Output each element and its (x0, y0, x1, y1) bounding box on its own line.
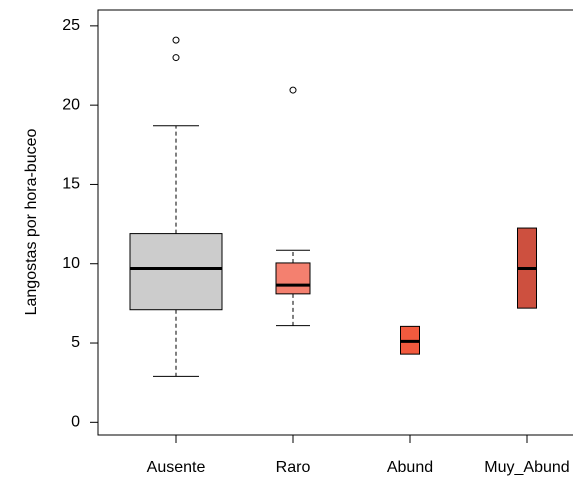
x-tick-label: Raro (276, 459, 311, 476)
y-tick-label: 10 (62, 255, 80, 272)
x-tick-label: Muy_Abund (484, 459, 569, 476)
y-axis-label: Langostas por hora-buceo (23, 129, 40, 316)
y-tick-label: 20 (62, 96, 80, 113)
y-tick-label: 0 (71, 414, 80, 431)
plot-frame (97, 9, 573, 436)
outlier (172, 36, 180, 44)
y-tick-label: 15 (62, 176, 80, 193)
x-tick-label: Abund (387, 459, 433, 476)
outlier (289, 86, 297, 94)
x-tick-label: Ausente (147, 459, 206, 476)
box (129, 233, 223, 311)
y-tick-label: 25 (62, 17, 80, 34)
outlier (172, 54, 180, 62)
box (275, 262, 311, 295)
y-tick-label: 5 (71, 334, 80, 351)
